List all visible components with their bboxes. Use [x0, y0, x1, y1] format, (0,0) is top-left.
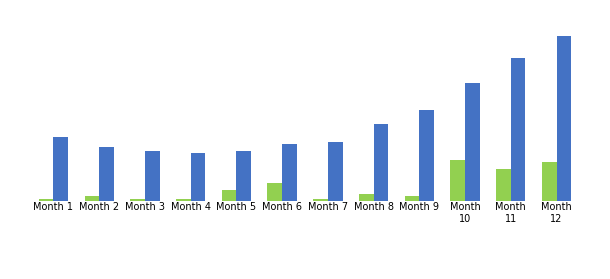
Bar — [222, 189, 237, 201]
Bar — [465, 83, 479, 201]
Bar — [131, 199, 145, 201]
Bar — [542, 162, 556, 201]
Bar — [556, 35, 571, 201]
Bar — [145, 151, 160, 201]
Bar — [496, 169, 511, 201]
Bar — [176, 199, 191, 201]
Bar — [268, 183, 282, 201]
Bar — [85, 196, 99, 201]
Bar — [404, 196, 419, 201]
Bar — [191, 153, 206, 201]
Bar — [54, 138, 68, 201]
Bar — [359, 194, 373, 201]
Bar — [237, 151, 251, 201]
Bar — [450, 160, 465, 201]
Bar — [373, 124, 388, 201]
Bar — [511, 58, 525, 201]
Bar — [39, 199, 54, 201]
Bar — [328, 142, 342, 201]
Bar — [282, 144, 297, 201]
Bar — [99, 146, 114, 201]
Bar — [419, 110, 434, 201]
Bar — [313, 199, 328, 201]
